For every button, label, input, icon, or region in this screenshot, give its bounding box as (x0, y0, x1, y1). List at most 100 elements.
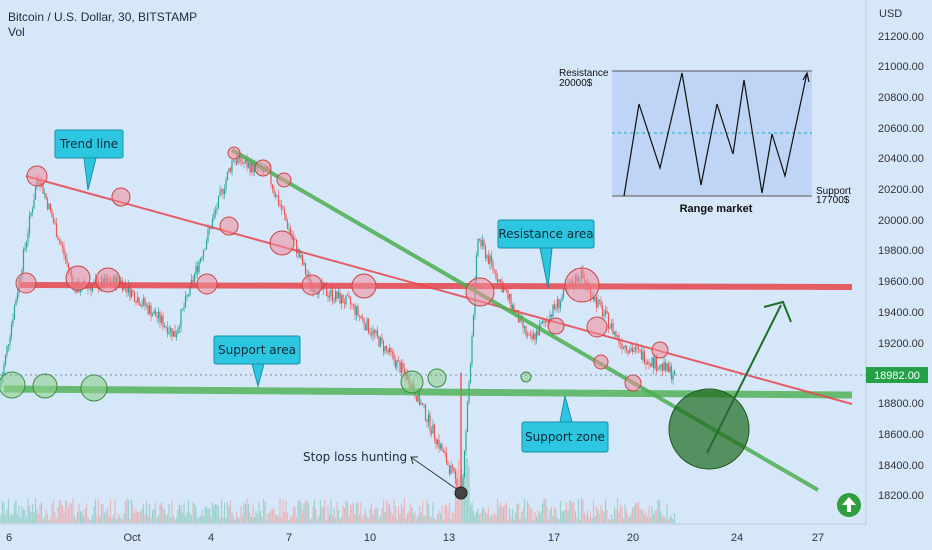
volume-bar (259, 510, 262, 523)
candle-body (427, 414, 430, 423)
current-price-text: 18982.00 (874, 370, 920, 382)
volume-bar (555, 509, 557, 523)
candle-body (636, 346, 638, 348)
candle-body (273, 188, 275, 194)
candle-body (601, 305, 604, 317)
candle-body (627, 350, 629, 354)
candle-body (222, 189, 224, 195)
candle-body (655, 356, 658, 371)
price-tick: 18800.00 (878, 398, 924, 410)
candle-body (399, 361, 401, 373)
candle-body (22, 249, 25, 271)
candle-body (661, 364, 664, 371)
volume-bar (601, 510, 604, 523)
candle-body (270, 171, 272, 185)
volume-bar (543, 498, 545, 523)
volume-bar (442, 519, 445, 523)
volume-bar (625, 510, 628, 523)
candle-body (3, 364, 5, 375)
price-tick: 18200.00 (878, 490, 924, 502)
candle-body (592, 297, 595, 301)
volume-bar (105, 511, 107, 523)
candle-body (417, 391, 419, 402)
candle-body (403, 369, 406, 373)
volume-bar (448, 502, 451, 523)
volume-bar (597, 509, 599, 523)
volume-bar (82, 516, 85, 523)
callout-support-zone: Support zone (521, 395, 609, 453)
volume-bar (529, 508, 532, 523)
candle-body (33, 199, 35, 209)
candle-body (358, 315, 361, 317)
volume-bar (243, 503, 245, 523)
volume-bar (522, 508, 524, 523)
volume-bar (520, 512, 523, 523)
volume-bar (552, 515, 554, 523)
candle-body (66, 259, 68, 264)
volume-bar (615, 510, 617, 523)
volume-bar (229, 500, 232, 523)
candle-body (159, 311, 161, 323)
volume-bar (375, 507, 377, 523)
volume-bar (361, 518, 364, 523)
volume-bar (138, 512, 140, 523)
volume-bar (252, 504, 254, 523)
volume-bar (306, 499, 308, 523)
volume-bar (55, 518, 58, 523)
candle-body (157, 311, 160, 318)
candle-body (616, 335, 619, 337)
candle-body (639, 349, 641, 351)
volume-bar (532, 519, 535, 523)
volume-bar (588, 518, 590, 523)
volume-bar (634, 503, 637, 523)
arrow-up-icon[interactable] (837, 493, 861, 517)
candle-body (549, 314, 551, 323)
candle-body (664, 361, 667, 371)
volume-bar (384, 511, 386, 523)
volume-bar (144, 514, 146, 523)
callout-resistance-area: Resistance area (497, 219, 595, 289)
inset-caption: Range market (680, 203, 753, 215)
volume-bar (30, 512, 32, 523)
volume-bar (355, 503, 358, 523)
volume-bar (480, 512, 482, 523)
candle-body (391, 351, 394, 354)
volume-bar (304, 500, 307, 523)
volume-bar (298, 499, 301, 523)
volume-bar (376, 508, 379, 523)
volume-bar (583, 512, 586, 523)
volume-bar (387, 502, 389, 523)
candle-body (295, 239, 298, 254)
volume-bar (136, 512, 139, 523)
volume-bar (238, 518, 241, 523)
volume-bar (343, 507, 346, 523)
volume-bar (481, 507, 484, 523)
volume-bar (429, 515, 431, 523)
candle-body (163, 326, 166, 328)
volume-bar (526, 500, 529, 523)
candle-body (336, 291, 338, 299)
volume-bar (616, 498, 619, 523)
volume-bar (438, 510, 440, 523)
candle-body (481, 240, 484, 247)
candle-body (90, 287, 92, 291)
volume-bar (423, 515, 425, 523)
volume-bar (142, 503, 145, 523)
candle-body (172, 330, 175, 337)
inset-support-label: Support (816, 186, 851, 197)
candle-body (300, 255, 302, 258)
candle-body (325, 286, 328, 296)
candle-body (48, 203, 50, 210)
volume-bar (372, 514, 374, 523)
candle-body (663, 361, 665, 371)
candle-body (142, 298, 145, 305)
candle-body (442, 451, 445, 452)
volume-bar (420, 512, 422, 523)
volume-bar (21, 505, 23, 523)
candle-body (283, 210, 286, 215)
candle-body (493, 269, 496, 271)
volume-bar (495, 514, 497, 523)
candle-body (67, 263, 70, 270)
candle-body (214, 210, 217, 214)
candle-body (645, 363, 647, 365)
